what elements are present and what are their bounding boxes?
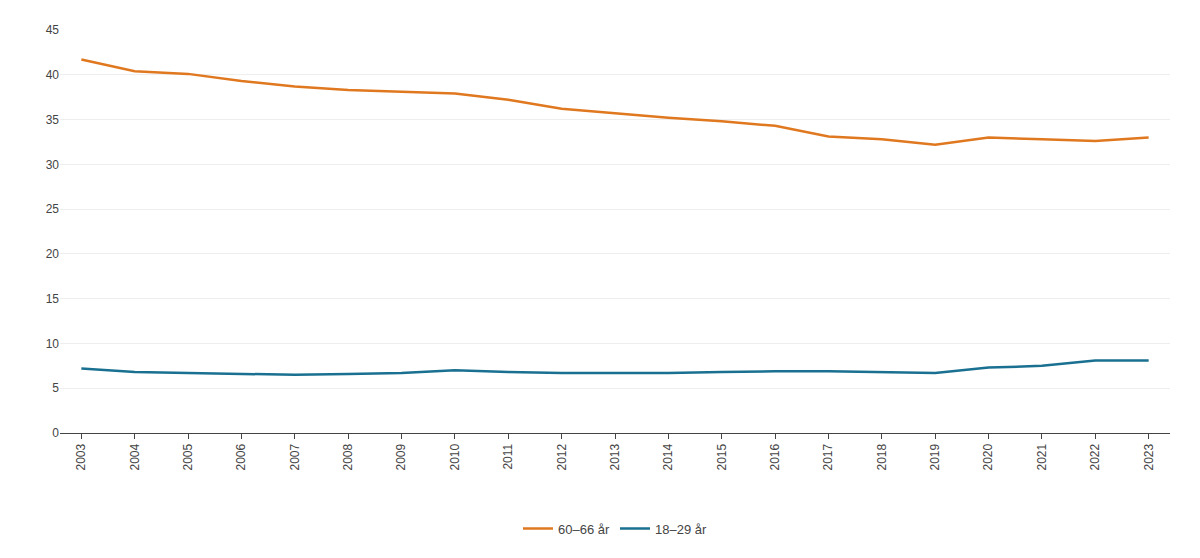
svg-text:2018: 2018 xyxy=(875,443,889,470)
svg-text:2008: 2008 xyxy=(341,443,355,470)
svg-text:45: 45 xyxy=(46,23,60,37)
svg-text:2012: 2012 xyxy=(555,443,569,470)
svg-text:60–66 år: 60–66 år xyxy=(558,522,610,537)
svg-text:2022: 2022 xyxy=(1088,443,1102,470)
svg-text:2006: 2006 xyxy=(234,443,248,470)
svg-text:35: 35 xyxy=(46,113,60,127)
svg-text:2003: 2003 xyxy=(74,443,88,470)
svg-text:2014: 2014 xyxy=(661,443,675,470)
svg-text:2013: 2013 xyxy=(608,443,622,470)
svg-text:2007: 2007 xyxy=(288,443,302,470)
svg-text:2005: 2005 xyxy=(181,443,195,470)
svg-text:15: 15 xyxy=(46,292,60,306)
svg-text:2023: 2023 xyxy=(1142,443,1156,470)
svg-text:18–29 år: 18–29 år xyxy=(655,522,707,537)
svg-text:2010: 2010 xyxy=(448,443,462,470)
svg-text:2021: 2021 xyxy=(1035,443,1049,470)
svg-text:2017: 2017 xyxy=(821,443,835,470)
svg-text:2015: 2015 xyxy=(715,443,729,470)
svg-text:2016: 2016 xyxy=(768,443,782,470)
svg-text:5: 5 xyxy=(52,381,59,395)
svg-text:40: 40 xyxy=(46,68,60,82)
svg-text:0: 0 xyxy=(52,426,59,440)
svg-text:2019: 2019 xyxy=(928,443,942,470)
svg-text:2011: 2011 xyxy=(501,443,515,469)
svg-text:2004: 2004 xyxy=(128,443,142,470)
svg-text:2020: 2020 xyxy=(981,443,995,470)
svg-text:2009: 2009 xyxy=(394,443,408,470)
svg-text:30: 30 xyxy=(46,158,60,172)
svg-text:10: 10 xyxy=(46,337,60,351)
svg-text:25: 25 xyxy=(46,202,60,216)
svg-text:20: 20 xyxy=(46,247,60,261)
